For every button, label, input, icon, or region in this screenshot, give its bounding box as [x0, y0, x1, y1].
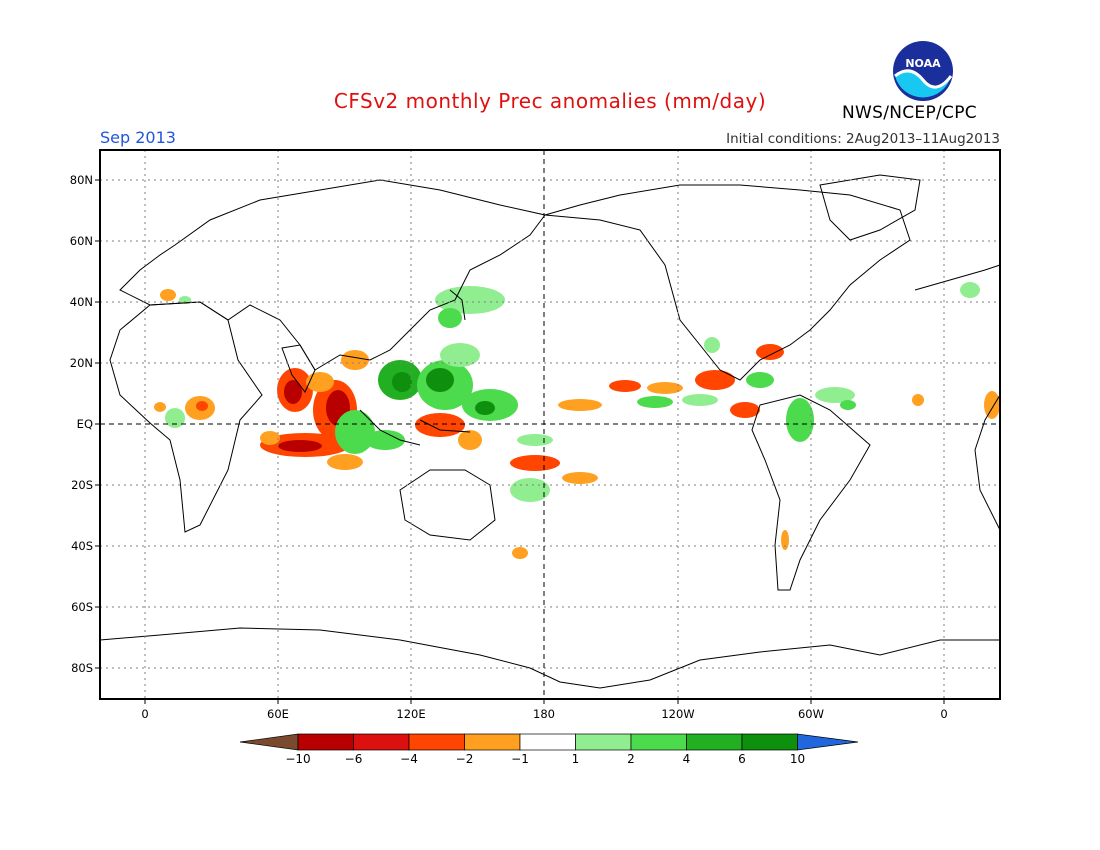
colorbar-label: −2 [456, 752, 474, 766]
colorbar-label: 10 [790, 752, 805, 766]
lon-labels: 0 60E 120E 180 120W 60W 0 [141, 707, 947, 721]
lon-label: 0 [141, 707, 148, 721]
lat-label: 80S [71, 661, 93, 675]
lat-label: 20N [70, 356, 93, 370]
graticule [100, 150, 1000, 699]
lon-label: 60E [267, 707, 289, 721]
colorbar-segment [575, 733, 632, 751]
logo-text: NOAA [905, 57, 941, 70]
colorbar-segment [519, 733, 576, 751]
initial-conditions: Initial conditions: 2Aug2013–11Aug2013 [726, 131, 1000, 147]
coastlines [99, 174, 1001, 689]
lat-label: 80N [70, 173, 93, 187]
lon-label: 0 [940, 707, 947, 721]
colorbar-segment [630, 733, 687, 751]
agency-label: NWS/NCEP/CPC [842, 103, 977, 123]
colorbar-segment [297, 733, 354, 751]
lat-label: EQ [77, 417, 93, 431]
colorbar-segment [408, 733, 465, 751]
colorbar-label: −10 [285, 752, 310, 766]
lon-label: 60W [798, 707, 824, 721]
colorbar-label: 1 [572, 752, 580, 766]
anomaly-shading [154, 282, 1000, 559]
lat-label: 40N [70, 295, 93, 309]
lat-label: 20S [71, 478, 93, 492]
noaa-logo: NOAA [893, 41, 953, 101]
colorbar-label: 2 [627, 752, 635, 766]
equator-dateline [100, 150, 1000, 699]
map-title: CFSv2 monthly Prec anomalies (mm/day) [333, 89, 767, 113]
colorbar-arrow-low [239, 733, 299, 751]
lon-label: 120W [661, 707, 694, 721]
colorbar-label: −1 [511, 752, 529, 766]
colorbar-label: 4 [683, 752, 691, 766]
colorbar-segment [464, 733, 521, 751]
colorbar-label: 6 [738, 752, 746, 766]
lat-label: 40S [71, 539, 93, 553]
lon-label: 180 [533, 707, 555, 721]
lat-labels: 80N 60N 40N 20N EQ 20S 40S 60S 80S [70, 173, 93, 675]
colorbar-segment [353, 733, 410, 751]
forecast-period: Sep 2013 [100, 128, 176, 147]
colorbar-label: −6 [345, 752, 363, 766]
color-legend: −10 −6 −4 −2 −1 1 2 4 6 10 [239, 733, 859, 766]
colorbar-label: −4 [400, 752, 418, 766]
lon-label: 120E [396, 707, 425, 721]
lat-label: 60S [71, 600, 93, 614]
colorbar-arrow-high [797, 733, 859, 751]
colorbar-segment [741, 733, 798, 751]
lat-label: 60N [70, 234, 93, 248]
colorbar-segment [686, 733, 743, 751]
